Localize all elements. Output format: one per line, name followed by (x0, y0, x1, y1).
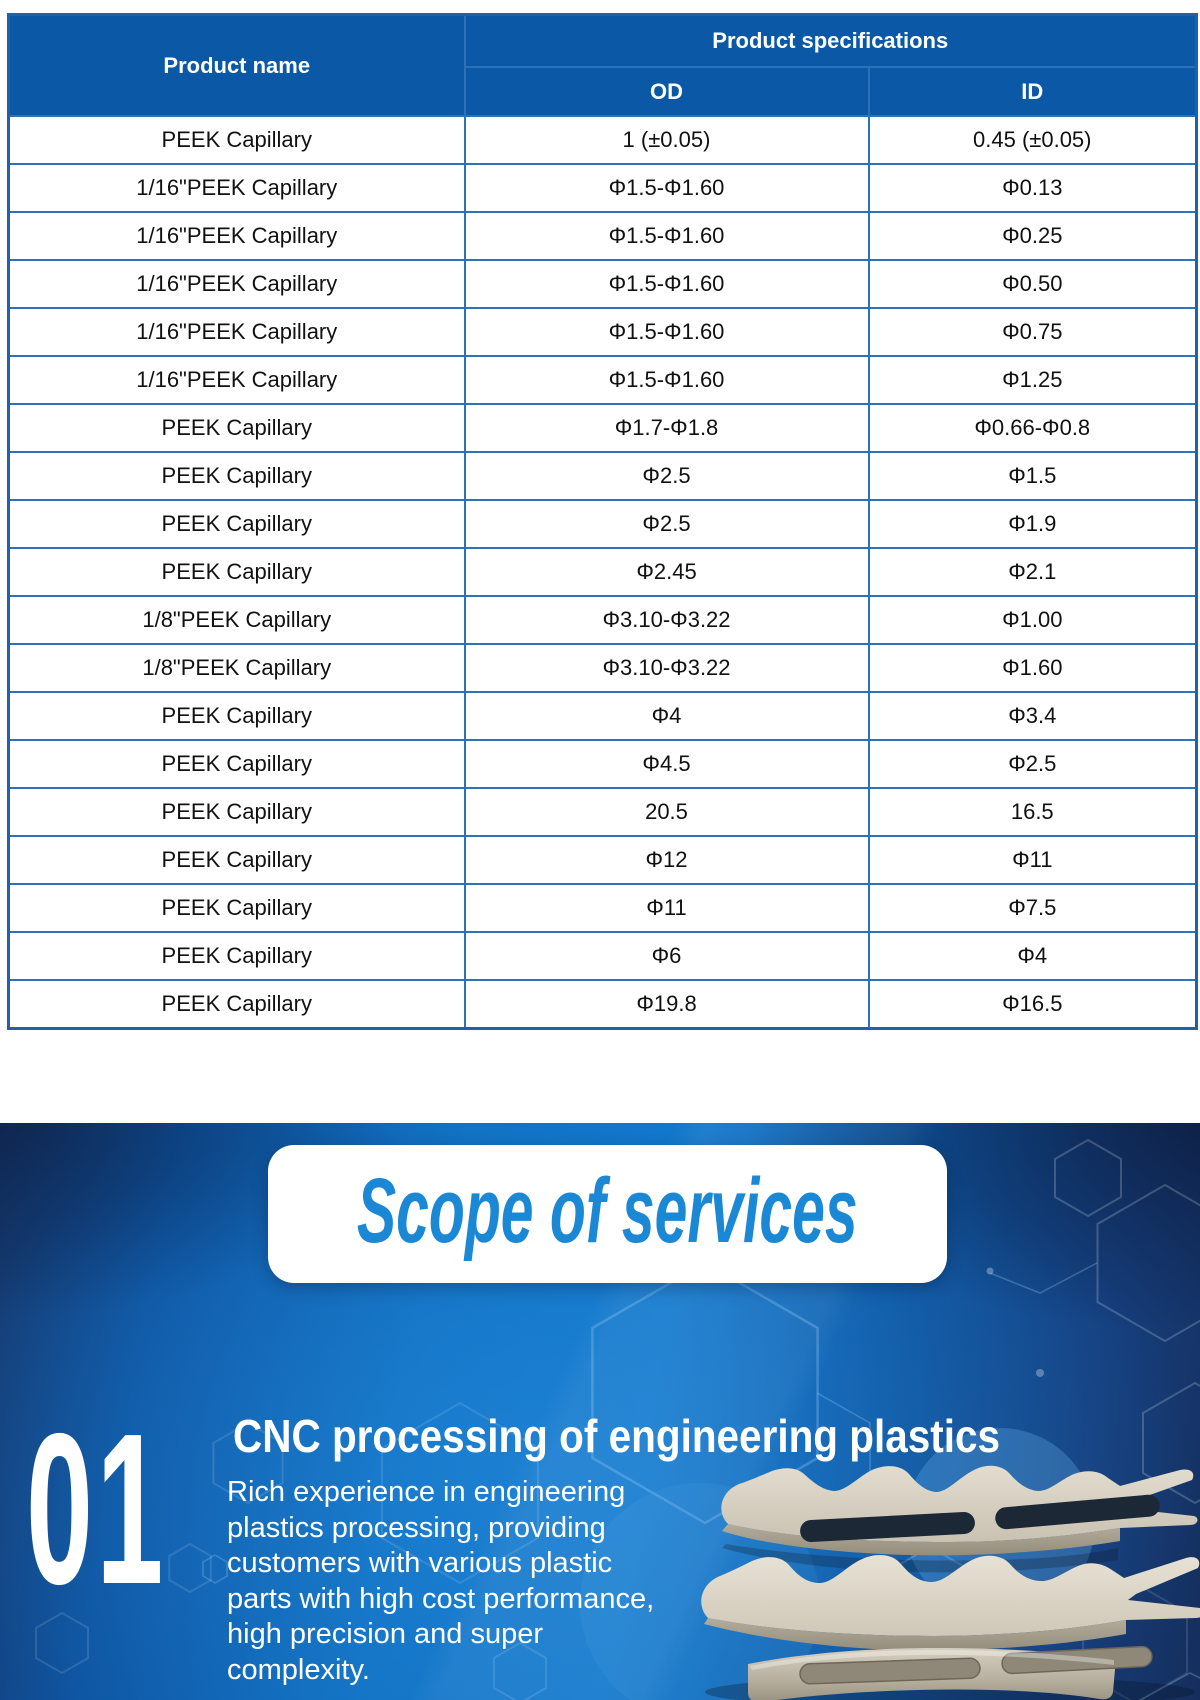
cell-product-name: PEEK Capillary (7, 979, 466, 1030)
table-row: PEEK Capillary Φ2.45 Φ2.1 (7, 547, 1198, 597)
cell-id: Φ2.5 (867, 739, 1198, 789)
cell-product-name: PEEK Capillary (7, 115, 466, 165)
column-header-product-name: Product name (7, 13, 466, 117)
cell-product-name: 1/16"PEEK Capillary (7, 307, 466, 357)
product-spec-table: Product name Product specifications OD I… (7, 13, 1199, 1030)
cell-od: Φ2.45 (463, 547, 870, 597)
cell-od: Φ3.10-Φ3.22 (463, 595, 870, 645)
cell-product-name: PEEK Capillary (7, 499, 466, 549)
table-row: PEEK Capillary Φ1.7-Φ1.8 Φ0.66-Φ0.8 (7, 403, 1198, 453)
cell-product-name: 1/8"PEEK Capillary (7, 595, 466, 645)
cell-id: Φ7.5 (867, 883, 1198, 933)
cell-od: Φ1.5-Φ1.60 (463, 355, 870, 405)
cell-product-name: PEEK Capillary (7, 835, 466, 885)
cell-od: Φ19.8 (463, 979, 870, 1030)
cell-id: Φ1.60 (867, 643, 1198, 693)
cell-product-name: PEEK Capillary (7, 451, 466, 501)
cell-id: Φ1.5 (867, 451, 1198, 501)
cell-od: Φ1.5-Φ1.60 (463, 163, 870, 213)
cell-id: Φ3.4 (867, 691, 1198, 741)
cell-product-name: PEEK Capillary (7, 931, 466, 981)
table-row: PEEK Capillary Φ11 Φ7.5 (7, 883, 1198, 933)
table-row: PEEK Capillary Φ19.8 Φ16.5 (7, 979, 1198, 1030)
cell-id: Φ0.66-Φ0.8 (867, 403, 1198, 453)
table-row: PEEK Capillary Φ12 Φ11 (7, 835, 1198, 885)
cell-od: Φ4.5 (463, 739, 870, 789)
cell-od: Φ1.5-Φ1.60 (463, 211, 870, 261)
cnc-plastic-part-image (701, 1465, 1200, 1700)
cell-id: Φ1.00 (867, 595, 1198, 645)
table-row: PEEK Capillary 1 (±0.05) 0.45 (±0.05) (7, 115, 1198, 165)
column-header-id: ID (867, 66, 1198, 117)
table-row: 1/16"PEEK Capillary Φ1.5-Φ1.60 Φ0.13 (7, 163, 1198, 213)
services-title-box: Scope of services (268, 1145, 947, 1283)
cell-od: Φ2.5 (463, 451, 870, 501)
services-banner: Scope of services 01 CNC processing of e… (0, 1123, 1200, 1700)
table-row: 1/8"PEEK Capillary Φ3.10-Φ3.22 Φ1.60 (7, 643, 1198, 693)
cell-od: 20.5 (463, 787, 870, 837)
table-row: PEEK Capillary Φ2.5 Φ1.9 (7, 499, 1198, 549)
column-header-product-specifications: Product specifications (463, 13, 1198, 68)
table-row: PEEK Capillary Φ2.5 Φ1.5 (7, 451, 1198, 501)
service-item-number: 01 (26, 1388, 167, 1629)
cell-od: Φ3.10-Φ3.22 (463, 643, 870, 693)
cell-product-name: PEEK Capillary (7, 739, 466, 789)
table-row: 1/8"PEEK Capillary Φ3.10-Φ3.22 Φ1.00 (7, 595, 1198, 645)
cell-od: Φ2.5 (463, 499, 870, 549)
cell-product-name: 1/16"PEEK Capillary (7, 211, 466, 261)
table-body: PEEK Capillary 1 (±0.05) 0.45 (±0.05) 1/16"… (7, 115, 1198, 1030)
cell-id: Φ4 (867, 931, 1198, 981)
cell-od: Φ4 (463, 691, 870, 741)
service-item-title: CNC processing of engineering plastics (233, 1410, 1001, 1462)
cell-id: 0.45 (±0.05) (867, 115, 1198, 165)
cell-id: Φ0.13 (867, 163, 1198, 213)
table-row: 1/16"PEEK Capillary Φ1.5-Φ1.60 Φ0.50 (7, 259, 1198, 309)
cell-od: Φ1.7-Φ1.8 (463, 403, 870, 453)
cell-od: 1 (±0.05) (463, 115, 870, 165)
cell-od: Φ11 (463, 883, 870, 933)
cell-id: Φ1.9 (867, 499, 1198, 549)
cell-id: Φ0.75 (867, 307, 1198, 357)
cell-id: Φ0.50 (867, 259, 1198, 309)
cell-product-name: 1/16"PEEK Capillary (7, 259, 466, 309)
cell-od: Φ6 (463, 931, 870, 981)
table-row: 1/16"PEEK Capillary Φ1.5-Φ1.60 Φ0.25 (7, 211, 1198, 261)
column-header-od: OD (463, 66, 870, 117)
service-item-description: Rich experience in engineering plastics … (227, 1476, 655, 1686)
services-section-title: Scope of services (357, 1160, 858, 1262)
cell-product-name: PEEK Capillary (7, 403, 466, 453)
cell-product-name: PEEK Capillary (7, 787, 466, 837)
cell-od: Φ12 (463, 835, 870, 885)
table-row: PEEK Capillary Φ6 Φ4 (7, 931, 1198, 981)
table-row: 1/16"PEEK Capillary Φ1.5-Φ1.60 Φ1.25 (7, 355, 1198, 405)
cell-id: Φ1.25 (867, 355, 1198, 405)
table-row: 1/16"PEEK Capillary Φ1.5-Φ1.60 Φ0.75 (7, 307, 1198, 357)
cell-product-name: 1/16"PEEK Capillary (7, 163, 466, 213)
cell-product-name: PEEK Capillary (7, 883, 466, 933)
cell-id: Φ16.5 (867, 979, 1198, 1030)
cell-id: Φ0.25 (867, 211, 1198, 261)
cell-product-name: 1/8"PEEK Capillary (7, 643, 466, 693)
cell-id: Φ11 (867, 835, 1198, 885)
cell-od: Φ1.5-Φ1.60 (463, 259, 870, 309)
cell-id: 16.5 (867, 787, 1198, 837)
cell-product-name: PEEK Capillary (7, 691, 466, 741)
table-row: PEEK Capillary Φ4 Φ3.4 (7, 691, 1198, 741)
cell-id: Φ2.1 (867, 547, 1198, 597)
cell-product-name: PEEK Capillary (7, 547, 466, 597)
cell-product-name: 1/16"PEEK Capillary (7, 355, 466, 405)
table-row: PEEK Capillary Φ4.5 Φ2.5 (7, 739, 1198, 789)
table-row: PEEK Capillary 20.5 16.5 (7, 787, 1198, 837)
cell-od: Φ1.5-Φ1.60 (463, 307, 870, 357)
